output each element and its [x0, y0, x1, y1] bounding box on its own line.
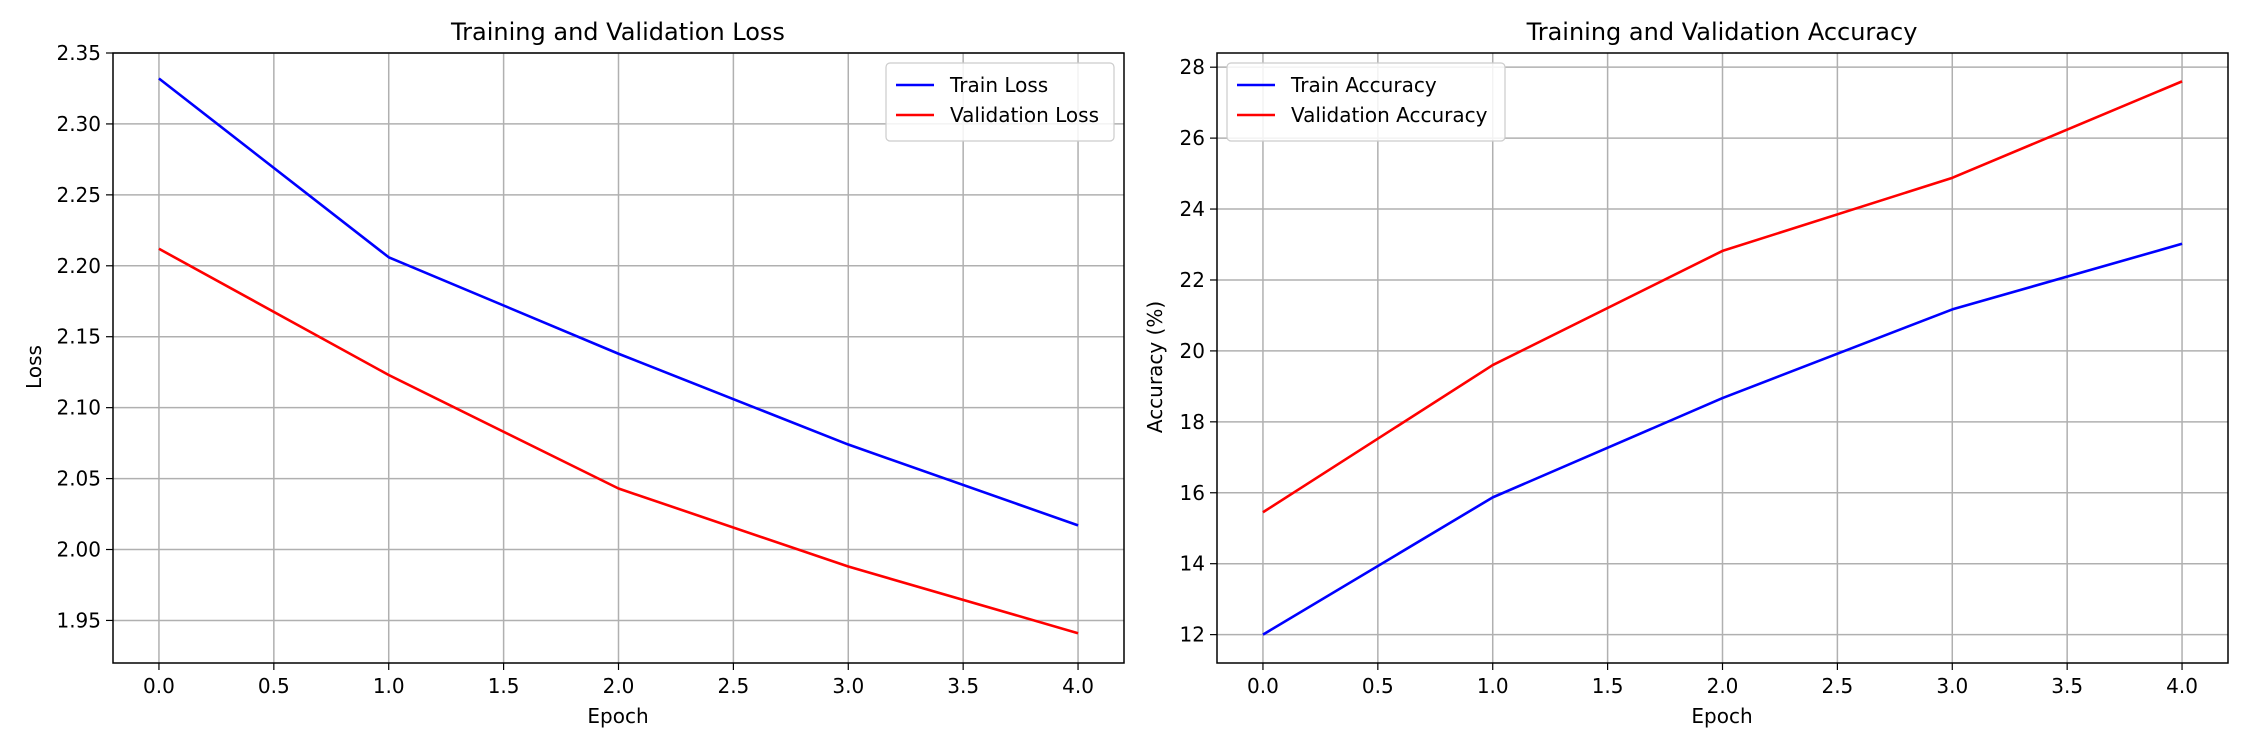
accuracy-chart-xtick-label-6: 3.0 [1936, 674, 1968, 698]
accuracy-chart-xtick-label-1: 0.5 [1362, 674, 1394, 698]
loss-chart-legend-label-1: Validation Loss [950, 103, 1099, 127]
loss-chart-frame [112, 52, 1125, 664]
accuracy-chart-xtick-label-4: 2.0 [1707, 674, 1739, 698]
accuracy-chart-xtick-label-0: 0.0 [1247, 674, 1279, 698]
accuracy-chart-legend-box [1226, 62, 1506, 142]
loss-chart-ytick-label-5: 2.20 [56, 254, 101, 278]
accuracy-chart-ytick-label-8: 28 [1180, 55, 1205, 79]
loss-chart-legend-label-0: Train Loss [949, 73, 1048, 97]
accuracy-chart-ytick-label-1: 14 [1180, 552, 1205, 576]
accuracy-chart-xtick-label-5: 2.5 [1821, 674, 1853, 698]
accuracy-chart-xtick-label-8: 4.0 [2166, 674, 2198, 698]
loss-chart-xtick-label-2: 1.0 [373, 674, 405, 698]
loss-chart-xtick-label-5: 2.5 [717, 674, 749, 698]
accuracy-chart-ytick-label-4: 20 [1180, 339, 1205, 363]
loss-chart-xtick-label-0: 0.0 [143, 674, 175, 698]
loss-chart-series-train-loss-line [158, 77, 1079, 527]
loss-chart-xtick-label-6: 3.0 [832, 674, 864, 698]
accuracy-chart-legend-label-1: Validation Accuracy [1291, 103, 1488, 127]
accuracy-chart-title: Training and Validation Accuracy [1526, 18, 1918, 46]
accuracy-chart-legend: Train Accuracy Validation Accuracy [1226, 62, 1506, 142]
loss-chart-xtick-label-3: 1.5 [488, 674, 520, 698]
accuracy-chart-ylabel: Accuracy (%) [1143, 301, 1167, 433]
accuracy-chart-frame [1216, 52, 2229, 664]
loss-chart-xtick-label-8: 4.0 [1062, 674, 1094, 698]
accuracy-chart-legend-label-0: Train Accuracy [1290, 73, 1437, 97]
loss-chart-ytick-label-1: 2.00 [56, 538, 101, 562]
accuracy-chart-xlabel: Epoch [1691, 704, 1752, 728]
loss-chart-series-validation-loss-line [158, 247, 1079, 635]
loss-chart-legend: Train Loss Validation Loss [885, 62, 1115, 142]
loss-chart-title: Training and Validation Loss [450, 18, 785, 46]
accuracy-chart-ytick-label-0: 12 [1180, 623, 1205, 647]
loss-chart-ytick-label-6: 2.25 [56, 183, 101, 207]
loss-chart: Training and Validation Loss Epoch Loss … [22, 18, 1125, 728]
loss-chart-xtick-label-7: 3.5 [947, 674, 979, 698]
loss-chart-ytick-label-2: 2.05 [56, 467, 101, 491]
loss-chart-xtick-label-1: 0.5 [258, 674, 290, 698]
accuracy-chart-ytick-label-2: 16 [1180, 481, 1205, 505]
loss-chart-ytick-label-3: 2.10 [56, 396, 101, 420]
loss-chart-xlabel: Epoch [587, 704, 648, 728]
loss-chart-xtick-label-4: 2.0 [603, 674, 635, 698]
accuracy-chart-ytick-label-6: 24 [1180, 197, 1205, 221]
accuracy-chart-ytick-label-7: 26 [1180, 126, 1205, 150]
accuracy-chart-ytick-label-3: 18 [1180, 410, 1205, 434]
accuracy-chart-xtick-label-2: 1.0 [1477, 674, 1509, 698]
accuracy-chart-series-train-accuracy-line [1262, 242, 2183, 636]
loss-chart-ytick-label-8: 2.35 [56, 41, 101, 65]
loss-chart-ytick-label-4: 2.15 [56, 325, 101, 349]
accuracy-chart-xtick-label-3: 1.5 [1592, 674, 1624, 698]
loss-chart-legend-box [885, 62, 1115, 142]
loss-chart-ytick-label-7: 2.30 [56, 112, 101, 136]
loss-chart-ylabel: Loss [22, 345, 46, 389]
loss-chart-ytick-label-0: 1.95 [56, 608, 101, 632]
accuracy-chart-ytick-label-5: 22 [1180, 268, 1205, 292]
accuracy-chart-series-validation-accuracy-line [1262, 80, 2183, 514]
accuracy-chart: Training and Validation Accuracy Epoch A… [1143, 18, 2229, 728]
accuracy-chart-xtick-label-7: 3.5 [2051, 674, 2083, 698]
